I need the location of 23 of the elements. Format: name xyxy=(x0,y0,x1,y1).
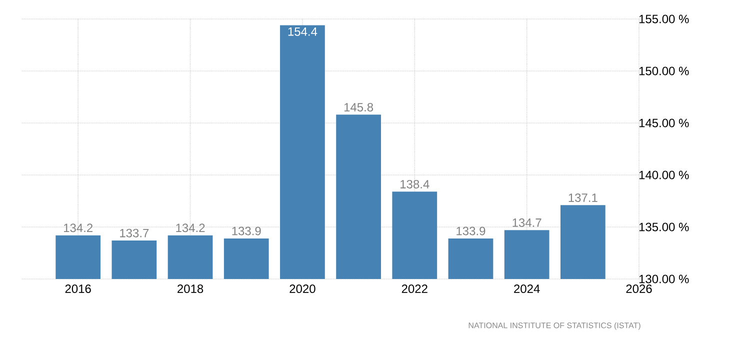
data-label: 145.8 xyxy=(344,102,374,112)
data-label: 133.9 xyxy=(456,226,486,236)
y-tick-label: 140.00 % xyxy=(639,170,689,180)
data-label: 137.1 xyxy=(568,193,598,202)
data-label: 154.4 xyxy=(288,27,318,36)
data-label: 133.9 xyxy=(232,226,261,236)
text: NATIONAL INSTITUTE OF STATISTICS (ISTAT) xyxy=(468,322,640,330)
y-tick-label: 155.00 % xyxy=(639,14,689,24)
data-label: 138.4 xyxy=(400,180,430,188)
data-label: 133.7 xyxy=(120,228,149,238)
y-tick-label: 150.00 % xyxy=(639,66,689,76)
y-tick-label: 135.00 % xyxy=(639,222,689,232)
x-tick-label: 2018 xyxy=(178,284,204,294)
data-label: 134.2 xyxy=(64,224,93,232)
y-tick-label: 130.00 % xyxy=(639,274,689,284)
x-tick-label: 2016 xyxy=(65,284,91,294)
data-label: 134.7 xyxy=(512,218,542,227)
data-label: 134.2 xyxy=(176,224,205,232)
x-tick-label: 2024 xyxy=(514,284,540,294)
x-tick-label: 2022 xyxy=(402,284,428,294)
x-tick-label: 2026 xyxy=(626,284,652,294)
y-tick-label: 145.00 % xyxy=(639,118,689,128)
x-tick-label: 2020 xyxy=(290,284,316,294)
